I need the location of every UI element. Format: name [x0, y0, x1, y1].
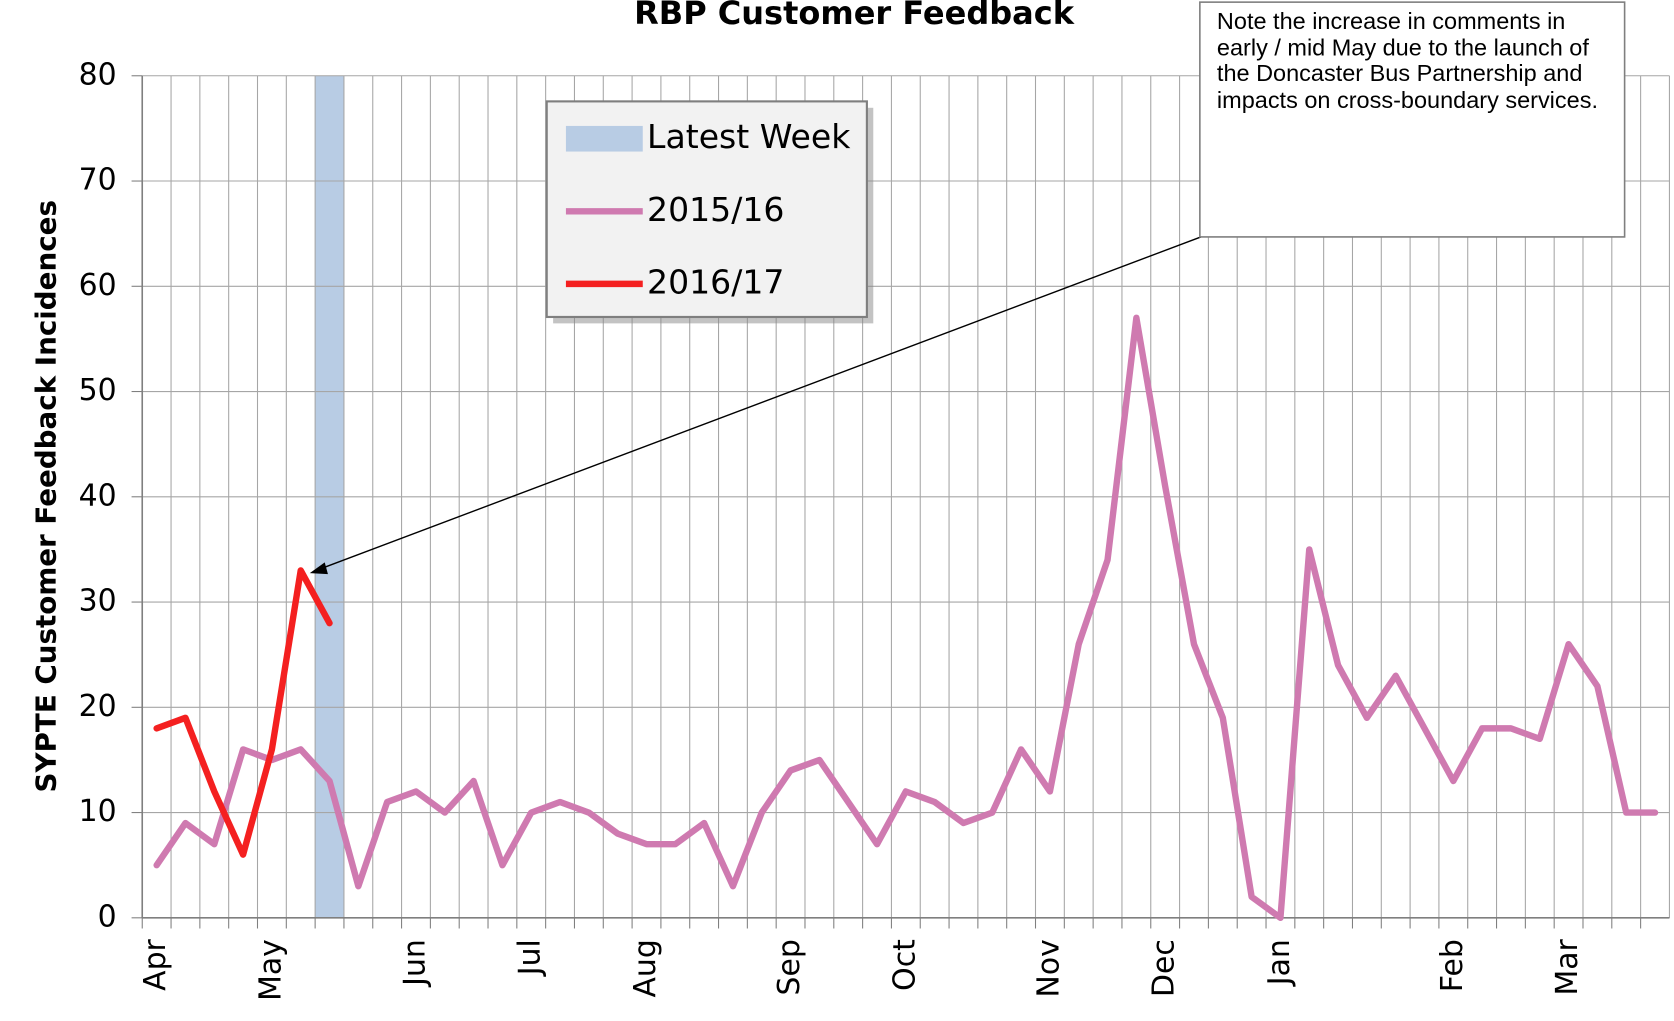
series-line	[153, 567, 333, 858]
y-tick-label: 0	[98, 899, 117, 934]
x-tick-label: Oct	[887, 939, 922, 991]
y-tick-label: 30	[79, 584, 117, 619]
x-tick-label: Sep	[772, 939, 807, 995]
x-tick-label: Feb	[1435, 939, 1470, 992]
legend-label: 2015/16	[647, 190, 784, 229]
x-tick-label: Jan	[1262, 939, 1297, 987]
x-tick-label: Jun	[397, 939, 432, 988]
y-tick-label: 20	[79, 689, 117, 724]
x-tick-label: Apr	[138, 938, 173, 990]
legend-label: Latest Week	[647, 117, 851, 156]
x-tick-label: Dec	[1147, 939, 1182, 997]
annotation-box	[1199, 1, 1626, 238]
legend-label: 2016/17	[647, 262, 784, 301]
x-tick-label: May	[253, 939, 288, 1001]
x-tick-label: Jul	[513, 939, 548, 977]
annotation-holder: Note the increase in comments in early /…	[1216, 8, 1598, 113]
y-tick-label: 80	[79, 57, 117, 92]
legend-swatch	[565, 125, 643, 152]
y-tick-label: 60	[79, 268, 117, 303]
series-line	[153, 314, 1659, 922]
y-tick-label: 50	[79, 373, 117, 408]
annotation: Note the increase in comments in early /…	[1216, 8, 1598, 113]
annotation-arrow	[320, 236, 1202, 570]
plot-area: 0 10 20 30 40 50 60 70 80 Apr May Jun Jul Aug Sep Oct No…	[79, 57, 1670, 1001]
legend: Latest Week 2015/16 2016/17	[545, 100, 874, 324]
y-axis-label: SYPTE Customer Feedback Incidences	[29, 200, 62, 792]
x-tick-label: Aug	[628, 939, 663, 997]
chart-title: RBP Customer Feedback	[634, 0, 1075, 32]
y-tick-label: 70	[79, 163, 117, 198]
arrow-head	[309, 562, 328, 575]
x-tick-label: Mar	[1550, 938, 1585, 995]
y-tick-label: 10	[79, 794, 117, 829]
x-tick-label: Nov	[1031, 939, 1066, 997]
y-tick-label: 40	[79, 478, 117, 513]
